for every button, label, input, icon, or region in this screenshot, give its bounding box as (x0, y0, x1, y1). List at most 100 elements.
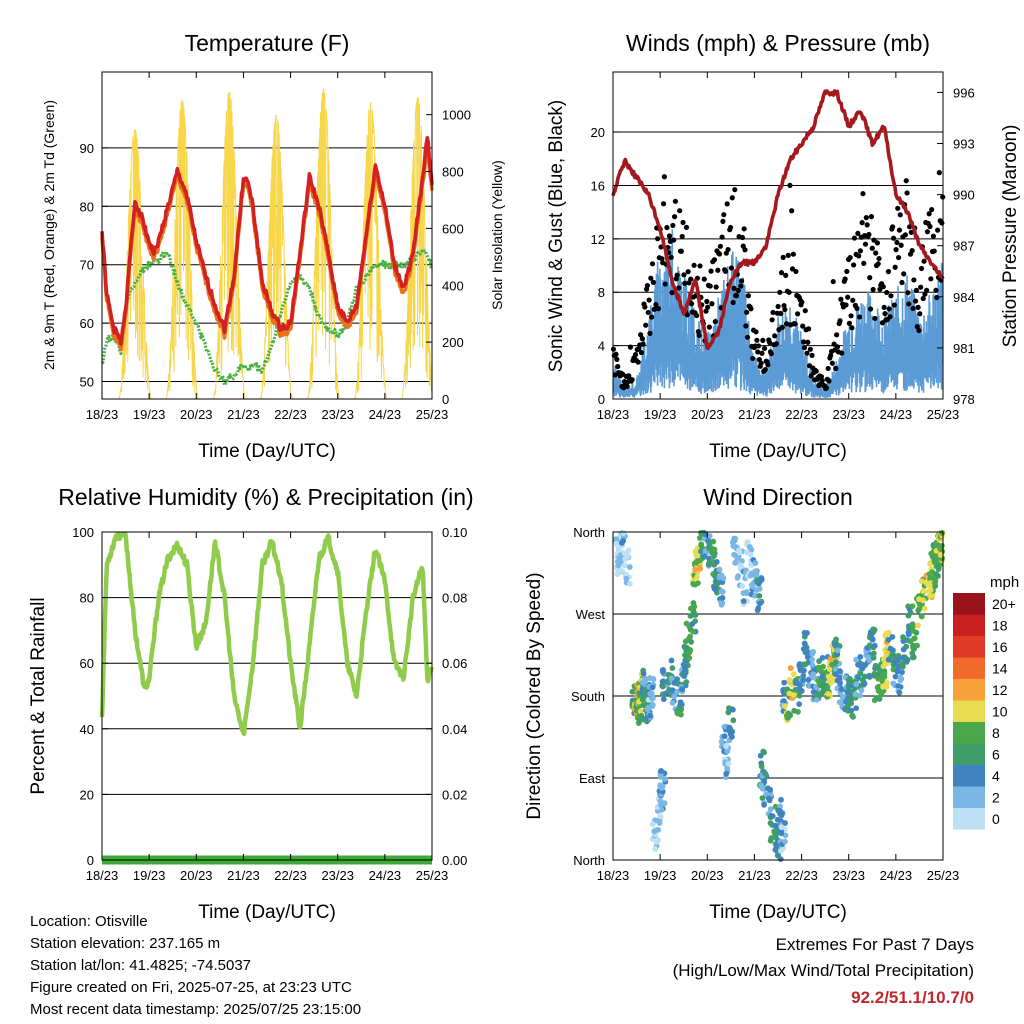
direction-point (797, 686, 803, 693)
gust-point (728, 265, 735, 271)
direction-point (618, 568, 625, 574)
direction-point (640, 679, 646, 686)
direction-point (686, 655, 693, 661)
direction-point (786, 690, 793, 697)
direction-point (880, 673, 887, 679)
gust-point (716, 251, 723, 257)
gust-point (713, 284, 719, 290)
direction-point (921, 605, 928, 612)
direction-point (804, 630, 810, 636)
temperature-line (100, 136, 434, 346)
x-tick-label: 21/23 (738, 407, 771, 422)
gust-point (809, 352, 815, 358)
direction-point (719, 595, 726, 601)
gust-point (683, 224, 690, 230)
gust-point (893, 247, 899, 253)
x-tick-label: 19/23 (133, 407, 166, 422)
winds-plot-frame (612, 71, 944, 400)
pressure-line (611, 89, 945, 350)
gust-point (861, 260, 867, 266)
gust-point (739, 234, 746, 241)
gust-point (712, 318, 718, 325)
gust-point (928, 276, 934, 282)
gust-point (801, 345, 808, 351)
footer-created: Figure created on Fri, 2025-07-25, at 23… (30, 979, 352, 996)
solar-insolation-line (165, 98, 199, 400)
direction-point (775, 807, 782, 814)
direction-point (890, 680, 897, 687)
gust-point (864, 222, 870, 228)
colorbar-swatch (953, 765, 985, 787)
gust-point (666, 233, 673, 239)
gust-point (819, 377, 825, 384)
gust-point (735, 287, 741, 294)
winds-y-label: Sonic Wind & Gust (Blue, Black) (546, 100, 567, 372)
gust-point (828, 352, 834, 359)
direction-point (706, 541, 713, 547)
gust-point (730, 299, 736, 306)
gust-point (863, 215, 869, 221)
dewpoint-line (101, 249, 434, 387)
gust-point (719, 234, 725, 240)
colorbar-label: 14 (992, 661, 1008, 677)
direction-point (802, 661, 809, 668)
gust-point (762, 366, 768, 373)
direction-point (761, 801, 767, 808)
direction-point (918, 613, 925, 620)
direction-point (796, 701, 803, 707)
direction-point (810, 671, 817, 677)
solar-insolation-line (212, 91, 246, 400)
direction-point (796, 692, 803, 699)
direction-point (853, 705, 860, 712)
x-tick-label: 23/23 (321, 407, 354, 422)
gust-point (851, 235, 858, 241)
direction-point (870, 650, 877, 657)
direction-point (621, 562, 628, 569)
direction-point (809, 662, 816, 668)
gust-point (742, 247, 748, 253)
gust-point (729, 195, 735, 201)
gust-point (805, 339, 811, 345)
direction-point (659, 682, 665, 689)
gust-point (908, 229, 914, 235)
direction-point (790, 671, 797, 677)
gust-point (909, 247, 915, 254)
direction-point (920, 597, 926, 604)
gust-point (896, 227, 903, 233)
y2-tick-label: 996 (953, 85, 975, 100)
y2-tick-label: 600 (442, 221, 464, 236)
gust-point (869, 245, 875, 251)
gust-point (649, 261, 656, 267)
direction-point (669, 700, 676, 706)
direction-point (848, 707, 855, 714)
footer-latlon: Station lat/lon: 41.4825; -74.5037 (30, 957, 252, 974)
gust-point (773, 341, 779, 347)
direction-point (697, 565, 704, 572)
winds-x-label: Time (Day/UTC) (709, 441, 847, 462)
gust-point (930, 233, 936, 239)
wind-direction-y-ticks: North East South West North (571, 525, 619, 868)
temperature-panel: Temperature (F) 50 60 70 80 90 0 200 400 600 800… (41, 30, 505, 462)
direction-point (826, 677, 833, 684)
colorbar-swatch (953, 593, 985, 615)
wind-direction-title: Wind Direction (703, 484, 853, 510)
gust-point (672, 198, 679, 204)
direction-point (757, 752, 764, 759)
x-tick-label: 21/23 (227, 868, 260, 883)
footer-location: Location: Otisville (30, 913, 148, 930)
direction-point (900, 646, 907, 653)
direction-point (809, 651, 816, 657)
direction-point (626, 580, 633, 587)
direction-point (650, 695, 656, 701)
colorbar-label: 12 (992, 682, 1008, 698)
direction-point (825, 690, 832, 697)
pressure-series (611, 89, 945, 350)
relative-humidity-series (99, 531, 434, 737)
gust-point (694, 312, 700, 319)
gust-point (779, 324, 785, 330)
direction-point (649, 702, 656, 708)
direction-point (915, 622, 921, 629)
direction-point (734, 555, 741, 561)
solar-insolation-line (401, 96, 433, 400)
humidity-title: Relative Humidity (%) & Precipitation (i… (58, 484, 473, 510)
